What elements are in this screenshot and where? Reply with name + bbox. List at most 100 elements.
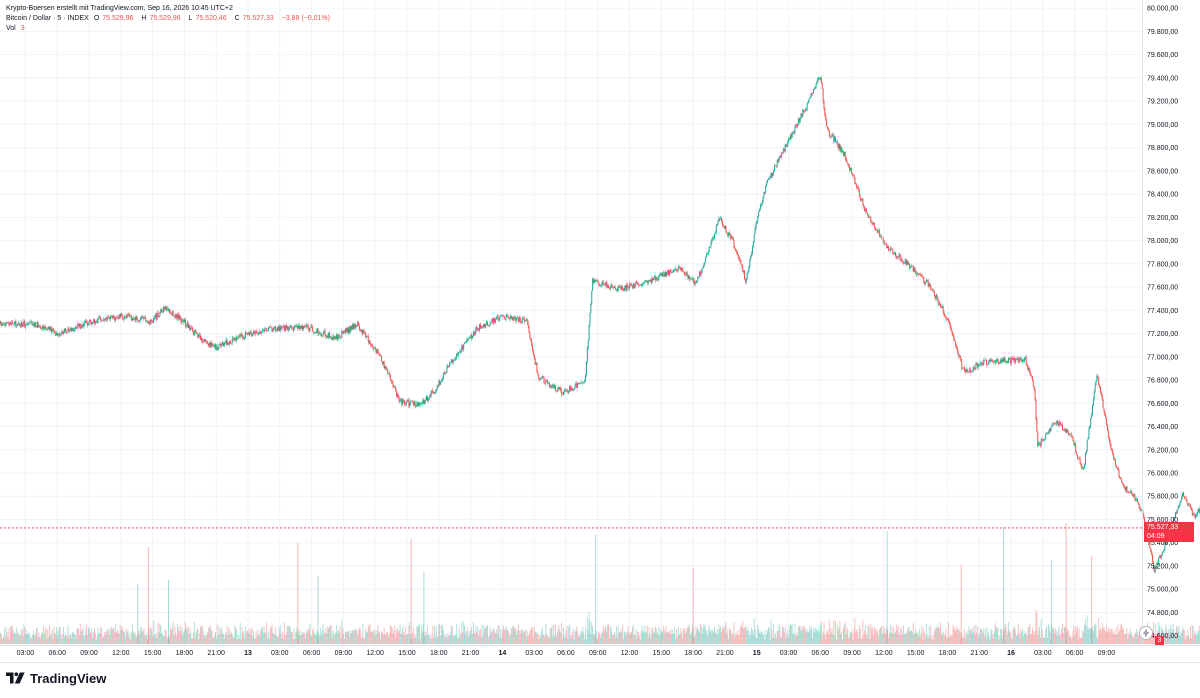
volume-bar [336, 625, 337, 644]
candle-body [913, 266, 914, 272]
volume-bar [73, 632, 74, 644]
volume-bar [645, 632, 646, 644]
volume-bar [1134, 638, 1135, 644]
candle-body [279, 326, 280, 331]
candle-body [459, 352, 460, 353]
candle-body [578, 383, 579, 384]
volume-bar [97, 637, 98, 644]
volume-legend-row[interactable]: Vol 3 [6, 24, 333, 34]
candle-body [321, 333, 322, 336]
candle-body [176, 314, 177, 318]
volume-bar [359, 628, 360, 644]
volume-bar [705, 629, 706, 644]
candle-body [35, 322, 36, 326]
go-to-realtime-button[interactable] [1139, 626, 1153, 640]
volume-bar [522, 631, 523, 644]
candle-body [151, 320, 152, 321]
symbol-name[interactable]: Bitcoin / Dollar · 5 · INDEX [6, 15, 89, 22]
volume-bar [1069, 637, 1070, 644]
candle-body [250, 332, 251, 333]
candle-body [1122, 483, 1123, 484]
candle-body [1055, 424, 1056, 425]
candle-body [957, 348, 958, 353]
candle-body [363, 330, 364, 332]
volume-bar [737, 630, 738, 644]
candle-body [542, 376, 543, 377]
volume-bar [446, 633, 447, 644]
candle-body [411, 401, 412, 402]
candle-body [712, 238, 713, 239]
candle-body [1194, 514, 1195, 517]
candle-body [56, 333, 57, 335]
candle-body [806, 109, 807, 110]
volume-bar [722, 628, 723, 644]
volume-bar [795, 637, 796, 644]
candle-body [791, 135, 792, 138]
candle-body [629, 284, 630, 289]
volume-bar [235, 627, 236, 644]
volume-bar [449, 636, 450, 644]
volume-bar [136, 637, 137, 644]
volume-label: Vol [6, 25, 16, 32]
volume-bar [495, 633, 496, 644]
volume-bar [506, 629, 507, 644]
candle-body [1076, 453, 1077, 455]
volume-bar [863, 636, 864, 644]
candle-body [1029, 369, 1030, 373]
candle-body [896, 256, 897, 258]
candle-body [967, 371, 968, 372]
candle-body [148, 323, 149, 324]
candle-body [972, 371, 973, 372]
volume-bar [954, 627, 955, 644]
price-axis[interactable]: 80.000,0079.800,0079.600,0079.400,0079.2… [1147, 6, 1178, 641]
candle-body [1059, 422, 1060, 424]
volume-bar [835, 621, 836, 644]
volume-bar [1061, 629, 1062, 644]
volume-bar [819, 633, 820, 644]
volume-bar [1085, 619, 1086, 644]
time-tick-label: 03:00 [271, 650, 289, 657]
candle-body [834, 137, 835, 141]
candle-body [400, 399, 401, 400]
price-tick-label: 78.400,00 [1147, 192, 1178, 199]
candle-body [408, 400, 409, 406]
low-value: 75.520,46 [195, 15, 226, 22]
candle-body [295, 325, 296, 326]
time-tick-label: 18:00 [430, 650, 448, 657]
candle-body [73, 328, 74, 331]
candle-body [876, 230, 877, 231]
volume-bar [498, 625, 499, 644]
candle-body [681, 268, 682, 270]
volume-bar [252, 637, 253, 644]
volume-bar [597, 639, 598, 644]
candle-body [627, 285, 628, 290]
candle-body [720, 218, 721, 219]
candle-body [685, 275, 686, 276]
candle-body [788, 139, 789, 142]
candle-body [286, 325, 287, 328]
candle-body [470, 335, 471, 337]
candle-body [229, 341, 230, 344]
open-label: O [94, 15, 99, 22]
volume-bar [680, 628, 681, 644]
volume-bar [551, 625, 552, 644]
volume-bar [293, 639, 294, 644]
candle-body [519, 317, 520, 321]
volume-bar [128, 637, 129, 644]
candle-body [1121, 479, 1122, 483]
volume-bar [181, 631, 182, 644]
candle-body [1131, 491, 1132, 494]
candle-body [126, 317, 127, 318]
tradingview-footer[interactable]: TradingView [6, 668, 106, 688]
candle-body [671, 272, 672, 273]
volume-bar [864, 630, 865, 644]
candle-body [138, 321, 139, 322]
candle-body [239, 337, 240, 338]
volume-bar [1129, 634, 1130, 644]
volume-bar [521, 629, 522, 644]
candle-body [118, 318, 119, 319]
